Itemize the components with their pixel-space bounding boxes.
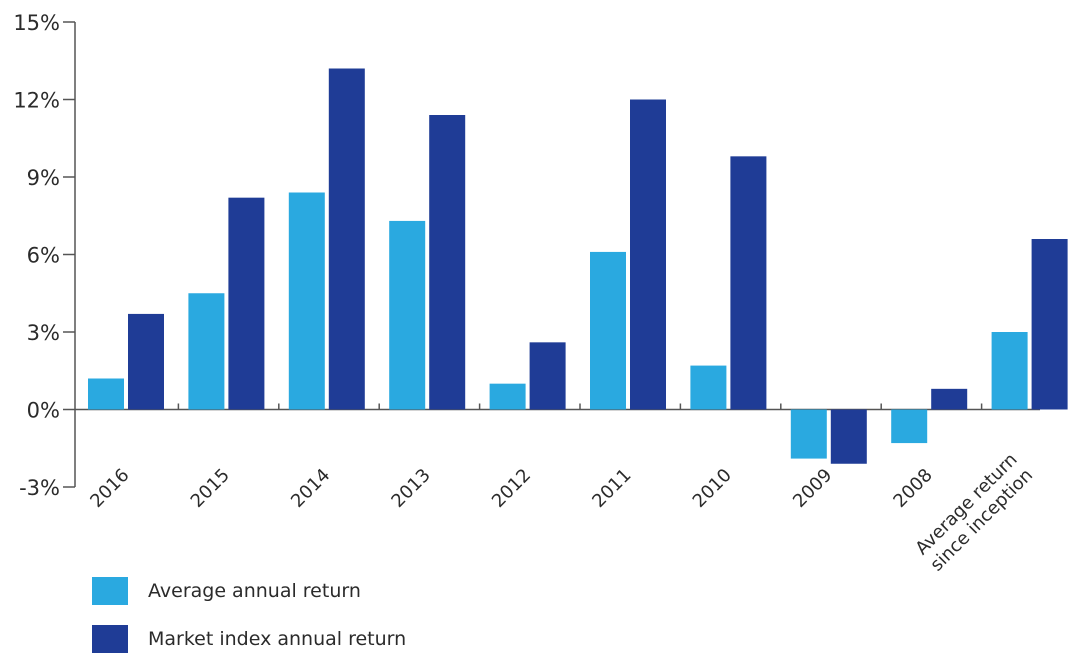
legend-swatch-average-annual-return bbox=[92, 577, 128, 605]
x-category-label: 2013 bbox=[387, 465, 434, 512]
bar-average-annual-return bbox=[891, 409, 928, 444]
bar-market-index-annual-return bbox=[328, 68, 365, 410]
legend: Average annual return Market index annua… bbox=[92, 575, 406, 671]
x-category-label-line: 2008 bbox=[889, 465, 936, 512]
bar-market-index-annual-return bbox=[1031, 239, 1068, 410]
y-tick-label: 12% bbox=[13, 89, 60, 113]
bar-market-index-annual-return bbox=[128, 313, 164, 410]
x-category-label-line: 2010 bbox=[689, 465, 736, 512]
legend-item-market-index-annual-return: Market index annual return bbox=[92, 623, 406, 655]
x-category-label: 2016 bbox=[86, 465, 133, 512]
bar-average-annual-return bbox=[288, 192, 325, 410]
legend-item-average-annual-return: Average annual return bbox=[92, 575, 406, 607]
bar-market-index-annual-return bbox=[529, 342, 566, 410]
bar-market-index-annual-return bbox=[730, 156, 767, 410]
x-category-label: 2012 bbox=[488, 465, 535, 512]
bar-market-index-annual-return bbox=[228, 197, 265, 410]
bar-market-index-annual-return bbox=[830, 409, 867, 464]
bar-market-index-annual-return bbox=[931, 388, 968, 410]
x-category-label: 2011 bbox=[588, 465, 635, 512]
bar-average-annual-return bbox=[188, 293, 225, 410]
bar-average-annual-return bbox=[991, 332, 1028, 410]
y-tick-label: 15% bbox=[13, 11, 60, 35]
x-category-label: 2014 bbox=[287, 465, 334, 512]
x-category-label: 2010 bbox=[689, 465, 736, 512]
x-category-label: 2008 bbox=[889, 465, 936, 512]
bar-average-annual-return bbox=[389, 220, 426, 410]
x-category-label-line: 2011 bbox=[588, 465, 635, 512]
y-tick-label: 6% bbox=[27, 244, 60, 268]
bar-market-index-annual-return bbox=[429, 115, 466, 410]
x-category-label-line: 2012 bbox=[488, 465, 535, 512]
x-category-label-line: 2016 bbox=[86, 465, 133, 512]
y-tick-label: 3% bbox=[27, 321, 60, 345]
x-category-label-line: 2014 bbox=[287, 465, 334, 512]
legend-label-average-annual-return: Average annual return bbox=[148, 580, 361, 602]
bar-average-annual-return bbox=[489, 383, 526, 410]
x-category-label: 2009 bbox=[789, 465, 836, 512]
x-category-label: 2015 bbox=[187, 465, 234, 512]
x-category-label-line: 2015 bbox=[187, 465, 234, 512]
y-tick-label: -3% bbox=[19, 476, 60, 500]
y-tick-label: 0% bbox=[27, 399, 60, 423]
x-category-label-line: 2009 bbox=[789, 465, 836, 512]
legend-label-market-index-annual-return: Market index annual return bbox=[148, 628, 407, 650]
bar-average-annual-return bbox=[590, 251, 626, 410]
bar-average-annual-return bbox=[88, 378, 124, 410]
bar-chart: 15% 12% 9% 6% 3% 0% -3% 2016 2015 2014 2013 2012 201… bbox=[13, 11, 1068, 575]
legend-swatch-market-index-annual-return bbox=[92, 625, 128, 653]
x-category-label-line: 2013 bbox=[387, 465, 434, 512]
bar-market-index-annual-return bbox=[630, 99, 666, 410]
bar-average-annual-return bbox=[790, 409, 827, 459]
bar-average-annual-return bbox=[690, 365, 727, 410]
y-tick-label: 9% bbox=[27, 166, 60, 190]
